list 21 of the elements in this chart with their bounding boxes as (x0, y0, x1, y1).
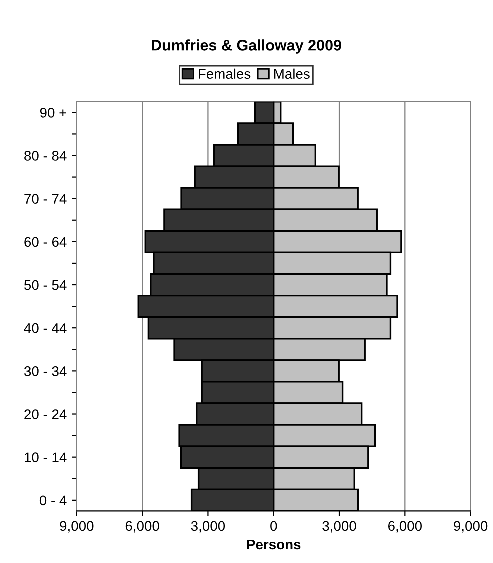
x-tick-label: 9,000 (60, 521, 94, 533)
x-tick-label: 6,000 (126, 521, 160, 533)
y-tick-label: 90 + (40, 108, 66, 118)
y-tick-label: 40 - 44 (24, 323, 67, 334)
y-tick-label: 10 - 14 (25, 452, 67, 463)
y-tick-label: 20 - 24 (24, 410, 67, 420)
y-tick-label: 0 - 4 (40, 496, 67, 506)
x-axis-title: Persons (247, 540, 301, 550)
y-tick-label: 60 - 64 (24, 237, 67, 248)
x-tick-label: 0 (270, 521, 278, 532)
y-tick-label: 70 - 74 (24, 194, 67, 204)
legend-label: Females (199, 68, 251, 80)
y-tick-label: 80 - 84 (24, 151, 67, 161)
legend-label: Males (274, 68, 310, 80)
x-tick-label: 3,000 (191, 521, 226, 533)
x-tick-label: 6,000 (388, 521, 422, 533)
chart-title: Dumfries & Galloway 2009 (152, 40, 342, 54)
y-tick-label: 50 - 54 (24, 280, 67, 290)
x-tick-label: 9,000 (454, 521, 488, 533)
y-tick-label: 30 - 34 (24, 366, 67, 376)
x-tick-label: 3,000 (322, 521, 356, 533)
